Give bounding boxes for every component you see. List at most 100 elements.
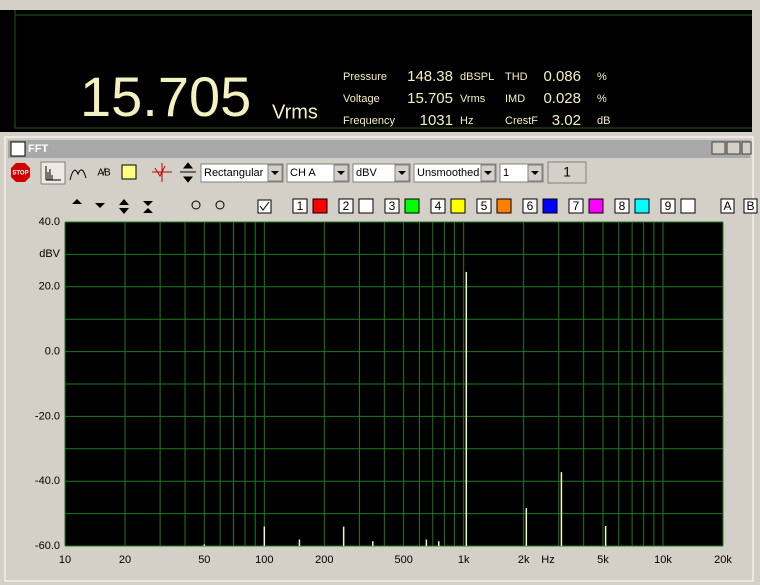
dropdown[interactable]	[413, 163, 497, 183]
check	[259, 201, 270, 211]
dropdown-value: Rectangular	[204, 167, 264, 179]
minimize-button[interactable]	[711, 141, 726, 155]
trace-number-box[interactable]	[292, 198, 308, 214]
reading-label: Pressure	[343, 71, 387, 83]
trace-color[interactable]	[312, 198, 328, 214]
trace-color[interactable]	[450, 198, 466, 214]
icon-button[interactable]	[152, 163, 172, 182]
reading-value: 1031	[420, 112, 453, 129]
close-button[interactable]	[741, 141, 752, 155]
reading-value: 15.705	[407, 90, 453, 107]
dropdown-value: CH A	[290, 167, 316, 179]
nav-button[interactable]	[119, 199, 129, 214]
trace-color[interactable]	[588, 198, 604, 214]
trace-number-box[interactable]	[384, 198, 400, 214]
x-tick-label: 500	[394, 554, 412, 566]
extra-box[interactable]	[743, 198, 758, 214]
window-icon	[10, 141, 26, 157]
reading-label: CrestF	[505, 115, 538, 127]
trace-number-box[interactable]	[660, 198, 676, 214]
extra-label: A	[723, 199, 731, 213]
x-tick-label: 2k	[518, 554, 530, 566]
y-tick-label: -20.0	[35, 410, 60, 422]
trace-color[interactable]	[496, 198, 512, 214]
x-axis-label: Hz	[541, 554, 554, 566]
y-tick-label: -60.0	[35, 540, 60, 552]
dropdown-value: 1	[503, 167, 509, 179]
dropdown-arrow	[337, 171, 345, 175]
reading-value: 148.38	[407, 68, 453, 85]
dropdown-arrow	[271, 171, 279, 175]
reading-label: Frequency	[343, 115, 395, 127]
icon-button[interactable]	[180, 162, 196, 183]
trace-color[interactable]	[358, 198, 374, 214]
dropdown[interactable]	[200, 163, 284, 183]
x-tick-label: 5k	[597, 554, 609, 566]
spectrum-mode-button[interactable]	[40, 161, 66, 185]
extra-box[interactable]	[720, 198, 735, 214]
trace-number: 7	[573, 199, 580, 213]
nav-button[interactable]	[95, 203, 105, 208]
zoom-out-button[interactable]	[215, 200, 225, 210]
x-tick-label: 1k	[458, 554, 470, 566]
reading-unit: dB	[597, 115, 610, 127]
reading-label: THD	[505, 71, 528, 83]
icon-button[interactable]: A̸B	[97, 167, 111, 179]
meter-border	[14, 10, 752, 129]
meter-panel	[0, 10, 752, 132]
reading-unit: dBSPL	[460, 71, 494, 83]
trace-color[interactable]	[404, 198, 420, 214]
reading-unit: %	[597, 93, 607, 105]
trace-color[interactable]	[542, 198, 558, 214]
dropdown-arrow	[398, 171, 406, 175]
trace-label-box	[547, 161, 587, 184]
trace-label: 1	[563, 164, 571, 180]
trace-number: 6	[527, 199, 534, 213]
window-title: FFT	[28, 143, 48, 155]
x-tick-label: 10k	[654, 554, 672, 566]
trace-number-box[interactable]	[338, 198, 354, 214]
trace-color[interactable]	[680, 198, 696, 214]
trace-color[interactable]	[634, 198, 650, 214]
x-tick-label: 10	[59, 554, 71, 566]
icon-button[interactable]	[69, 169, 87, 181]
y-axis-label: dBV	[39, 248, 60, 260]
reading-unit: Hz	[460, 115, 473, 127]
zoom-in-button[interactable]	[191, 200, 201, 210]
nav-button[interactable]	[72, 199, 82, 204]
dropdown-value: dBV	[356, 167, 377, 179]
icon	[45, 166, 61, 181]
reading-value: 0.028	[543, 90, 581, 107]
reading-label: Voltage	[343, 93, 380, 105]
dropdown-arrow	[531, 171, 539, 175]
reading-value: 0.086	[543, 68, 581, 85]
x-tick-label: 200	[315, 554, 333, 566]
stop-button[interactable]	[11, 163, 30, 182]
y-tick-label: 20.0	[39, 281, 60, 293]
trace-number-box[interactable]	[476, 198, 492, 214]
icon-button[interactable]	[121, 164, 137, 180]
main-value: 15.705	[80, 65, 251, 128]
y-tick-label: 0.0	[45, 346, 60, 358]
trace-number-box[interactable]	[614, 198, 630, 214]
x-tick-label: 20	[119, 554, 131, 566]
trace-number: 8	[619, 199, 626, 213]
trace-number-box[interactable]	[568, 198, 584, 214]
x-tick-label: 20k	[714, 554, 732, 566]
trace-number-box[interactable]	[522, 198, 538, 214]
maximize-button[interactable]	[726, 141, 741, 155]
title-bar	[8, 140, 750, 158]
x-tick-label: 100	[255, 554, 273, 566]
main-unit: Vrms	[272, 101, 318, 123]
reading-label: IMD	[505, 93, 525, 105]
trace-number: 2	[343, 199, 350, 213]
trace-number: 1	[297, 199, 304, 213]
reading-value: 3.02	[552, 112, 581, 129]
dropdown-arrow	[484, 171, 492, 175]
nav-button[interactable]	[143, 201, 153, 213]
trace-number: 9	[665, 199, 672, 213]
trace-number-box[interactable]	[430, 198, 446, 214]
x-tick-label: 50	[198, 554, 210, 566]
stop-label: STOP	[12, 171, 28, 177]
